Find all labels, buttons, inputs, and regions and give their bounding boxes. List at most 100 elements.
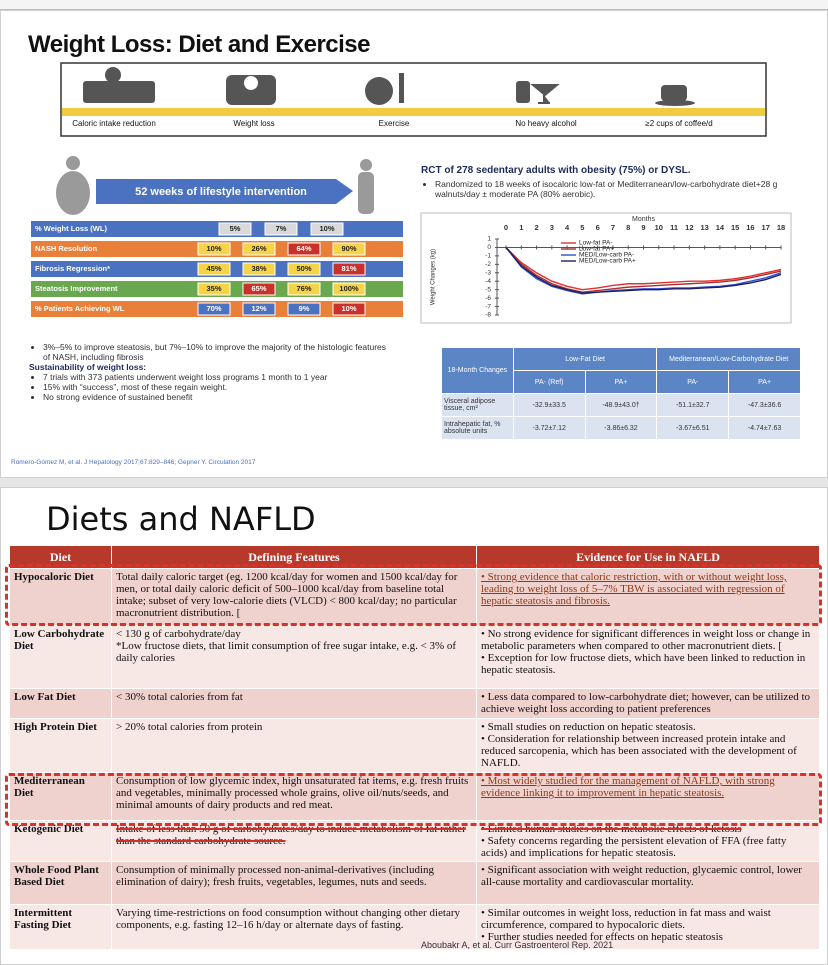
series-line <box>505 246 782 294</box>
outcome-value: 10% <box>341 304 356 313</box>
evidence-cell: • Similar outcomes in weight loss, reduc… <box>476 904 820 950</box>
banner-text: 52 weeks of lifestyle intervention <box>135 186 307 198</box>
sustain-list: 7 trials with 373 patients underwent wei… <box>29 372 389 402</box>
body-small <box>358 172 374 214</box>
x-tick-label: 18 <box>777 223 785 232</box>
x-tick-label: 17 <box>762 223 770 232</box>
rct-header: Low-Fat Diet <box>512 347 658 371</box>
features-cell: Consumption of minimally processed non-a… <box>111 861 477 905</box>
outcome-value: 76% <box>296 284 311 293</box>
rct-subheader-row: PA- (Ref) PA+ PA- PA+ <box>442 370 801 394</box>
saucer-icon <box>655 100 695 106</box>
rct-subheader: PA- (Ref) <box>512 370 586 394</box>
header-row: Diet Defining Features Evidence for Use in… <box>9 545 820 569</box>
diet-row: Low Carbohydrate Diet < 130 g of carbohyd… <box>9 625 820 689</box>
icon-label: No heavy alcohol <box>515 119 577 128</box>
y-tick-label: -3 <box>485 269 491 276</box>
apple-icon <box>105 67 121 83</box>
feature-text: Varying time-restrictions on food consum… <box>116 907 460 931</box>
sustain-bullet: No strong evidence of sustained benefit <box>43 392 389 402</box>
top-bar <box>0 0 828 10</box>
outcome-cell <box>197 262 231 276</box>
head-large <box>66 156 80 170</box>
outcome-cell <box>264 222 298 236</box>
rct-subheader: PA+ <box>584 370 658 394</box>
outcome-cell <box>287 262 321 276</box>
outcome-value: 45% <box>206 264 221 273</box>
diet-name: Intermittent Fasting Diet <box>9 904 112 950</box>
features-cell: Varying time-restrictions on food consum… <box>111 904 477 950</box>
features-cell: Total daily caloric target (eg. 1200 kca… <box>111 568 477 626</box>
outcome-cell <box>332 262 366 276</box>
evidence-text: • Less data compared to low-carbohydrate… <box>481 691 811 715</box>
y-tick-label: 0 <box>487 244 491 251</box>
outcome-value: 64% <box>296 244 311 253</box>
diet-name: Ketogenic Diet <box>9 820 112 862</box>
outcome-cell <box>310 222 344 236</box>
feature-text: *Low fructose diets, that limit consumpt… <box>116 640 457 664</box>
silhouettes <box>56 156 374 215</box>
body-large <box>56 171 90 215</box>
bike-icon <box>365 77 393 105</box>
sustain-bullet: 7 trials with 373 patients underwent wei… <box>43 372 389 382</box>
rct-row: Visceral adipose tissue, cm² -32.9±33.5 -4… <box>441 393 801 417</box>
sustain-title: Sustainability of weight loss: <box>29 362 147 372</box>
outcome-cell <box>197 302 231 316</box>
y-tick-label: -8 <box>485 312 491 319</box>
evidence-cell: • Strong evidence that caloric restricti… <box>476 568 820 626</box>
diet-row: Whole Food Plant Based Diet Consumption o… <box>9 861 820 905</box>
outcome-cell <box>287 302 321 316</box>
rct-subheader: PA+ <box>728 370 801 394</box>
glass-icon <box>530 84 560 104</box>
evidence-text: • Small studies on reduction on hepatic … <box>481 721 696 733</box>
rct-value: -3.72±7.12 <box>512 416 586 440</box>
rct-header: Mediterranean/Low-Carbohydrate Diet <box>656 347 801 371</box>
chart-frame <box>420 212 792 324</box>
y-tick-label: -2 <box>485 261 491 268</box>
bottle-icon <box>516 81 530 103</box>
rct-value: -4.74±7.63 <box>728 416 801 440</box>
outcome-value: 90% <box>341 244 356 253</box>
evidence-text: • Further studies needed for effects on … <box>481 931 723 943</box>
diet-name: High Protein Diet <box>9 718 112 773</box>
outcome-value: 9% <box>299 304 310 313</box>
x-axis-title: Months <box>632 216 655 223</box>
rct-value: -48.9±43.0† <box>584 393 658 417</box>
icon-label: ≥2 cups of coffee/d <box>645 119 713 128</box>
y-tick-label: -5 <box>485 286 491 293</box>
evidence-text: • Similar outcomes in weight loss, reduc… <box>481 907 771 931</box>
features-cell: Intake of less than 50 g of carbohydrate… <box>111 820 477 862</box>
outcome-value: 38% <box>251 264 266 273</box>
evidence-cell: • Less data compared to low-carbohydrate… <box>476 688 820 719</box>
x-tick-label: 11 <box>670 223 678 232</box>
icon-box <box>60 62 767 137</box>
rct-value: -32.9±33.5 <box>512 393 586 417</box>
head-small <box>360 159 372 171</box>
x-tick-label: 14 <box>716 223 725 232</box>
outcome-value: 7% <box>276 224 287 233</box>
x-tick-label: 3 <box>550 223 554 232</box>
feature-text: < 30% total calories from fat <box>116 691 243 703</box>
x-tick-label: 9 <box>641 223 645 232</box>
highlight-box <box>5 773 822 826</box>
rct-bullet-box: Randomized to 18 weeks of isocaloric low… <box>421 179 796 199</box>
rct-value: -47.3±36.6 <box>728 393 801 417</box>
evidence-cell: • Significant association with weight re… <box>476 861 820 905</box>
outcome-value: 81% <box>341 264 356 273</box>
outcome-cell <box>287 282 321 296</box>
feature-text: Total daily caloric target (eg. 1200 kca… <box>116 571 458 619</box>
outcome-value: 70% <box>206 304 221 313</box>
legend-label: MED/Low-carb PA- <box>579 252 634 259</box>
x-tick-label: 15 <box>731 223 739 232</box>
series-line <box>505 246 782 291</box>
rct-header: 18-Month Changes <box>441 347 514 394</box>
outcome-bar <box>31 221 403 237</box>
x-tick-label: 7 <box>611 223 615 232</box>
features-cell: < 30% total calories from fat <box>111 688 477 719</box>
features-cell: Consumption of low glycemic index, high … <box>111 772 477 821</box>
outcome-cell <box>242 302 276 316</box>
x-tick-label: 6 <box>596 223 600 232</box>
x-tick-label: 0 <box>504 223 508 232</box>
diet-row: High Protein Diet > 20% total calories fr… <box>9 718 820 773</box>
y-tick-label: -1 <box>485 253 491 260</box>
